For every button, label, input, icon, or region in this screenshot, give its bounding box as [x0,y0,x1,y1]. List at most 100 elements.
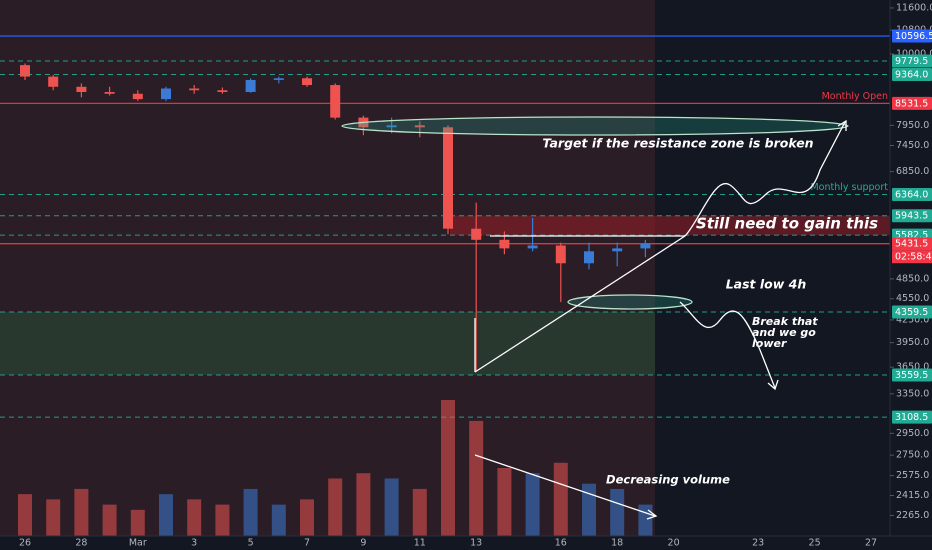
x-tick-label: 16 [555,538,567,549]
level-label-box [892,237,932,251]
volume-bar [553,462,568,536]
y-tick-label: 4250.0 [896,314,929,325]
volume-trend [474,454,656,517]
y-tick-label: 4850.0 [896,273,929,284]
level-label-box [892,29,932,43]
candle-body [161,88,171,100]
axis: 11600.010800.010000.07950.07450.06850.04… [19,2,932,549]
y-tick-label: 4550.0 [896,293,929,304]
annotation: Decreasing volume [606,473,730,487]
x-tick-label: 5 [248,538,254,549]
level-label: 10596.5 [895,31,932,42]
y-tick-label: 7950.0 [896,120,929,131]
level-label: 6364.0 [895,189,928,200]
countdown: 02:58:45 [895,252,932,263]
candle-body [217,90,228,93]
volume-bar [159,494,173,536]
y-tick-label: 3650.0 [896,362,929,373]
x-tick-label: 23 [752,538,764,549]
volume-bar [300,499,314,536]
y-tick-label: 2750.0 [896,450,929,461]
y-tick-label: 3350.0 [896,388,929,399]
low-ellipse [567,294,693,310]
candle-body [302,78,312,86]
x-tick-label: 11 [414,538,426,549]
volume-bar [328,478,343,536]
candle-body [640,243,651,249]
volume-bar [18,494,32,536]
level-label-box [892,368,932,382]
x-tick-label: 9 [360,538,366,549]
candle-body [414,125,425,128]
y-tick-label: 2265.0 [896,510,929,521]
resistance-zone [450,215,890,236]
volume-bar [215,504,230,536]
candle-body [132,93,143,100]
down-arrow [679,301,776,389]
volume-bar [46,499,61,536]
x-tick-label: 25 [809,538,821,549]
level-label-box [892,209,932,223]
candle-body [584,251,594,264]
candle-body [20,65,30,77]
candle-body [386,125,397,128]
level-label-box [892,410,932,424]
triangle-bottom [474,235,686,373]
level-label-box [892,67,932,81]
y-tick-label: 2575.0 [896,470,929,481]
candle-body [471,228,482,240]
annotation: Still need to gain this [696,215,878,233]
candle-body [76,86,87,93]
level-label: 5582.5 [895,230,928,241]
y-tick-label: 2950.0 [896,428,929,439]
up-arrow [684,121,846,237]
past-region [0,0,655,536]
volume-bar [271,504,286,536]
candle-body [555,245,566,264]
x-tick-label: 27 [865,538,877,549]
level-note: Monthly Open [822,91,888,102]
candle-body [48,76,59,87]
volume-bar [412,488,427,536]
volume-bar [497,468,512,536]
candle-body [443,127,453,229]
level-label: 9364.0 [895,69,928,80]
y-tick-label: 3950.0 [896,337,929,348]
level-note: Monthly support [810,182,888,193]
x-tick-label: 13 [470,538,482,549]
y-tick-label: 11600.0 [896,2,932,13]
annotation: Target if the resistance zone is broken [542,136,813,151]
x-tick-label: 26 [19,538,31,549]
volume-bar [102,504,117,536]
x-tick-label: 3 [191,538,197,549]
volume-bar [384,478,399,536]
level-label: 9779.5 [895,56,928,67]
x-tick-label: Mar [129,538,147,549]
level-label: 5943.5 [895,211,928,222]
volume-arrowhead [646,509,658,520]
level-label-box [892,187,932,201]
y-tick-label: 6850.0 [896,166,929,177]
annotation: lower [752,337,787,350]
down-arrowhead [767,379,779,391]
x-tick-label: 28 [75,538,87,549]
level-label: 4359.5 [895,307,928,318]
volume-bar [441,400,455,536]
level-label-box [892,96,932,110]
x-tick-label: 20 [668,538,680,549]
zones [0,215,890,375]
level-label: 3559.5 [895,370,928,381]
candle-body [273,78,284,80]
candles [20,63,651,372]
level-label-box [892,305,932,319]
volume-bar [469,420,484,536]
volume-bar [74,488,89,536]
drawings [341,116,849,520]
candle-body [245,79,256,93]
level-label: 8531.5 [895,98,928,109]
volumes [18,400,653,536]
volume-bar [638,504,653,536]
annotation: and we go [752,326,816,339]
candle-body [527,245,538,249]
